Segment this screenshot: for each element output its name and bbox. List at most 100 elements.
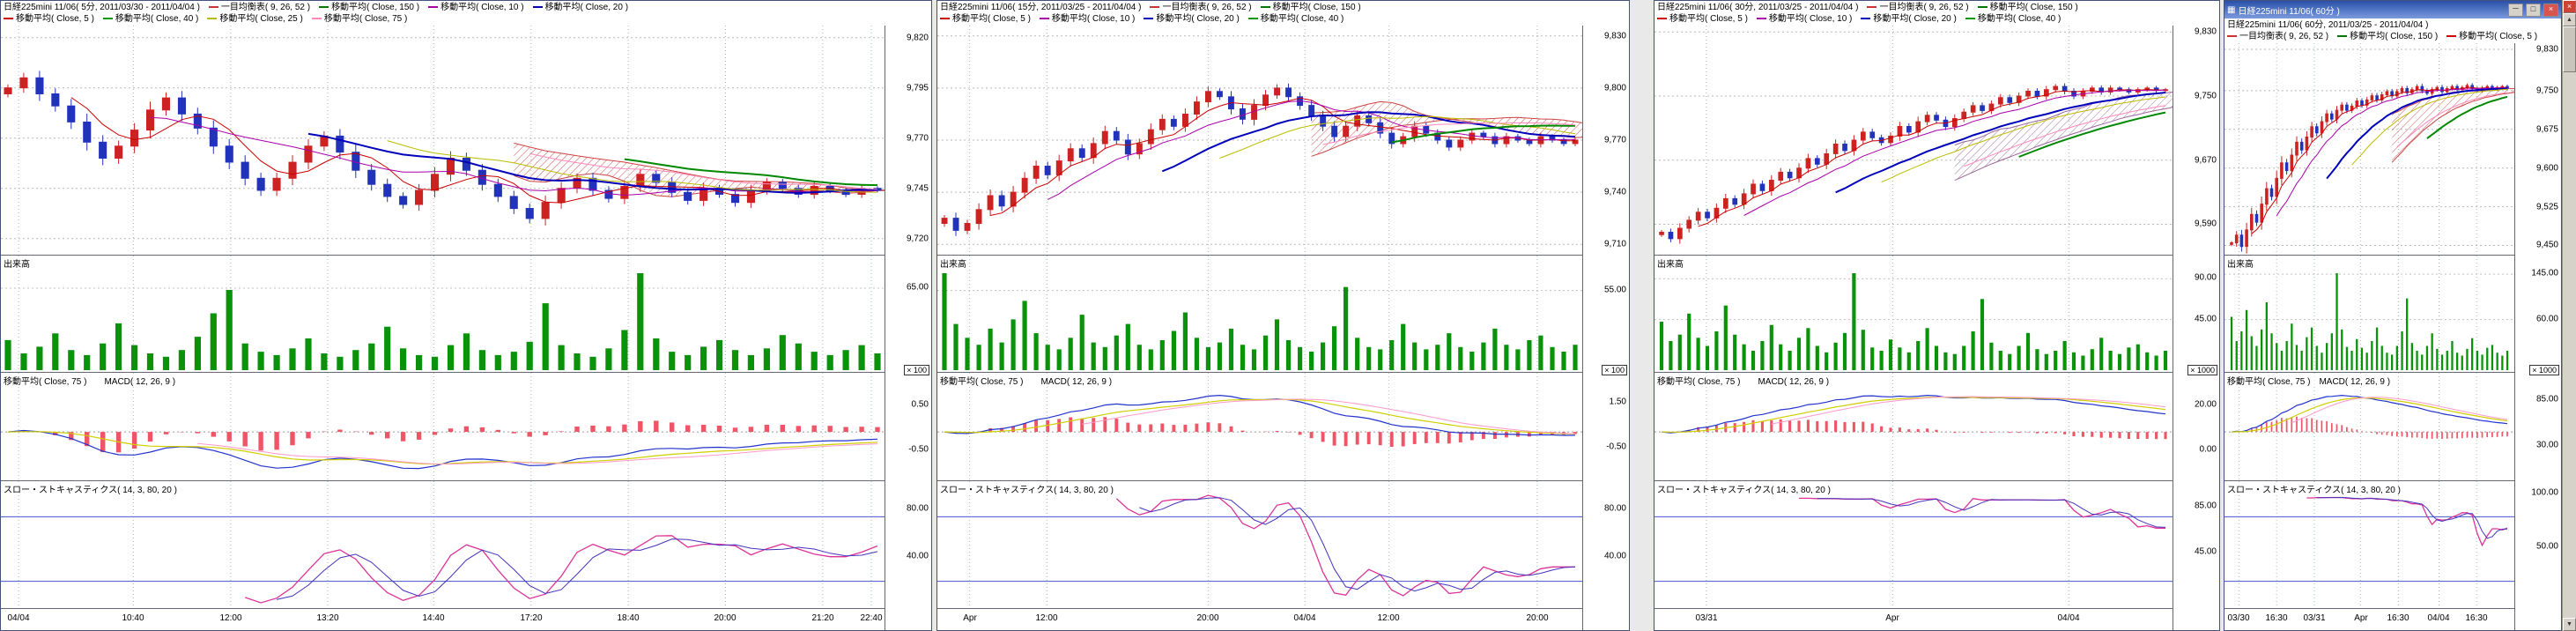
price-axis-label: 9,830: [1603, 31, 1626, 41]
price-axis-column: 9,830 9,750 9,670 9,590 90.00 45.00 20.00 0.00 8…: [2173, 26, 2219, 630]
time-label: 18:40: [617, 613, 640, 623]
legend-item: 一目均衡表( 9, 26, 52 ): [1150, 3, 1252, 12]
volume-chart-label: 出来高: [1657, 256, 1684, 270]
price-axis-column: 9,820 9,795 9,770 9,745 9,720 65.00 0.50 -0.50 8…: [885, 26, 931, 630]
legend-line-2: 移動平均( Close, 5 ) 移動平均( Close, 10 ) 移動平均( C…: [1657, 13, 2217, 25]
legend-item: 移動平均( Close, 5 ): [940, 14, 1031, 24]
legend-item: 移動平均( Close, 20 ): [1861, 14, 1957, 24]
macd-axis-label: 0.00: [2199, 444, 2217, 455]
window-titlebar: ▦ 日経225mini 11/06( 60分 ) － □ ×: [2224, 1, 2561, 19]
volume-axis-label: 45.00: [2194, 314, 2217, 324]
stoch-chart-pane: スロー・ストキャスティクス( 14, 3, 80, 20 ): [2224, 480, 2514, 608]
legend-label: 移動平均( Close, 5 ): [1669, 14, 1748, 24]
vertical-scrollbar[interactable]: × ▲ ▼: [2562, 0, 2576, 631]
macd-chart[interactable]: [1654, 373, 2173, 480]
stoch-chart[interactable]: [937, 481, 1582, 608]
price-chart-pane: [937, 26, 1582, 255]
scroll-up-icon[interactable]: ▲: [2563, 13, 2576, 26]
close-button[interactable]: ×: [2543, 3, 2558, 17]
stoch-axis-label: 45.00: [2194, 546, 2217, 557]
legend-swatch-icon: [1756, 18, 1766, 20]
price-chart[interactable]: [1654, 26, 2173, 255]
chart-window-30min: 日経225mini 11/06( 30分, 2011/03/25 - 2011/…: [1654, 0, 2220, 631]
minimize-button[interactable]: －: [2508, 3, 2523, 17]
volume-chart[interactable]: [1654, 256, 2173, 372]
price-axis-column: 9,830 9,750 9,675 9,600 9,525 9,450 145.00 60.0…: [2514, 43, 2561, 630]
stoch-chart[interactable]: [1654, 481, 2173, 608]
price-chart-pane: [1, 26, 885, 255]
scroll-down-icon[interactable]: ▼: [2563, 618, 2576, 631]
price-axis-column: 9,830 9,800 9,770 9,740 9,710 55.00 1.50 -0.50 8…: [1582, 26, 1629, 630]
time-label: 17:20: [520, 613, 543, 623]
legend-label: 移動平均( Close, 150 ): [2350, 32, 2439, 41]
time-label: 21:20: [811, 613, 834, 623]
volume-chart-label: 出来高: [4, 256, 30, 270]
price-axis-label: 9,720: [906, 234, 929, 244]
time-label: 04/04: [7, 613, 30, 623]
legend-label: 移動平均( Close, 150 ): [331, 3, 420, 12]
price-chart[interactable]: [937, 26, 1582, 255]
price-axis-label: 9,830: [2535, 44, 2558, 55]
macd-chart[interactable]: [2224, 373, 2514, 480]
legend-item: 移動平均( Close, 5 ): [4, 14, 94, 24]
volume-axis-label: 90.00: [2194, 272, 2217, 283]
legend-swatch-icon: [4, 18, 13, 20]
time-label: 12:00: [1377, 613, 1400, 623]
legend-label: 一目均衡表( 9, 26, 52 ): [2239, 32, 2329, 41]
macd-chart[interactable]: [1, 373, 885, 480]
price-axis-label: 9,820: [906, 33, 929, 43]
price-axis-label: 9,670: [2194, 155, 2217, 166]
time-label: 12:00: [219, 613, 242, 623]
time-axis: 04/04 10:40 12:00 13:20 14:40 17:20 18:40 20:00…: [1, 608, 885, 630]
macd-chart-label: 移動平均( Close, 75 ) MACD( 12, 26, 9 ): [4, 374, 176, 387]
maximize-button[interactable]: □: [2526, 3, 2541, 17]
macd-chart-label: 移動平均( Close, 75 ) MACD( 12, 26, 9 ): [940, 374, 1113, 387]
macd-axis-label: -0.50: [1606, 442, 1626, 452]
legend-item: 移動平均( Close, 20 ): [1144, 14, 1240, 24]
stoch-chart-label: スロー・ストキャスティクス( 14, 3, 80, 20 ): [4, 482, 177, 495]
legend-item: 移動平均( Close, 10 ): [1039, 14, 1135, 24]
chart-window-15min: 日経225mini 11/06( 15分, 2011/03/25 - 2011/…: [936, 0, 1630, 631]
price-chart[interactable]: [1, 26, 885, 255]
stoch-chart[interactable]: [1, 481, 885, 608]
volume-chart[interactable]: [937, 256, 1582, 372]
legend-label: 移動平均( Close, 10 ): [1768, 14, 1853, 24]
macd-axis-label: 20.00: [2194, 399, 2217, 410]
time-label: Apr: [1885, 613, 1899, 623]
legend-item: 移動平均( Close, 150 ): [319, 3, 419, 12]
time-label: 16:30: [2265, 613, 2288, 623]
symbol-title: 日経225mini 11/06( 60分, 2011/03/25 - 2011/…: [2227, 20, 2429, 30]
time-axis: Apr 12:00 20:00 04/04 12:00 20:00: [937, 608, 1582, 630]
time-label: Apr: [963, 613, 977, 623]
time-axis: 03/31 Apr 04/04: [1654, 608, 2173, 630]
legend-label: 移動平均( Close, 150 ): [1989, 3, 2078, 12]
price-axis-label: 9,745: [906, 183, 929, 194]
legend-swatch-icon: [1144, 18, 1154, 20]
volume-chart[interactable]: [1, 256, 885, 372]
legend-swatch-icon: [102, 18, 113, 20]
macd-axis-label: -0.50: [908, 444, 929, 455]
macd-chart[interactable]: [937, 373, 1582, 480]
legend-item: 移動平均( Close, 10 ): [428, 3, 524, 12]
price-chart-pane: [2224, 43, 2514, 255]
scrollbar-thumb[interactable]: [2563, 26, 2576, 72]
price-axis-label: 9,830: [2194, 26, 2217, 37]
legend-swatch-icon: [1657, 18, 1667, 20]
time-label: 03/30: [2227, 613, 2250, 623]
legend-label: 一目均衡表( 9, 26, 52 ): [220, 3, 311, 12]
legend-item: 移動平均( Close, 40 ): [102, 14, 198, 24]
macd-chart-pane: 移動平均( Close, 75 ) MACD( 12, 26, 9 ): [1, 372, 885, 480]
time-axis: 03/30 16:30 03/31 Apr 16:30 04/04 16:30: [2224, 608, 2514, 630]
time-label: 20:00: [714, 613, 737, 623]
stoch-chart[interactable]: [2224, 481, 2514, 608]
price-chart[interactable]: [2224, 43, 2514, 255]
volume-scale-badge: × 100: [904, 365, 929, 375]
close-icon[interactable]: ×: [2563, 0, 2576, 13]
time-label: 10:40: [122, 613, 144, 623]
chart-window-60min: ▦ 日経225mini 11/06( 60分 ) － □ × 日経225mini 11/0…: [2224, 0, 2562, 631]
volume-chart[interactable]: [2224, 256, 2514, 372]
time-label: 03/31: [1695, 613, 1718, 623]
time-label: 20:00: [1196, 613, 1219, 623]
legend-swatch-icon: [1260, 6, 1270, 9]
legend-item: 移動平均( Close, 40 ): [1247, 14, 1344, 24]
